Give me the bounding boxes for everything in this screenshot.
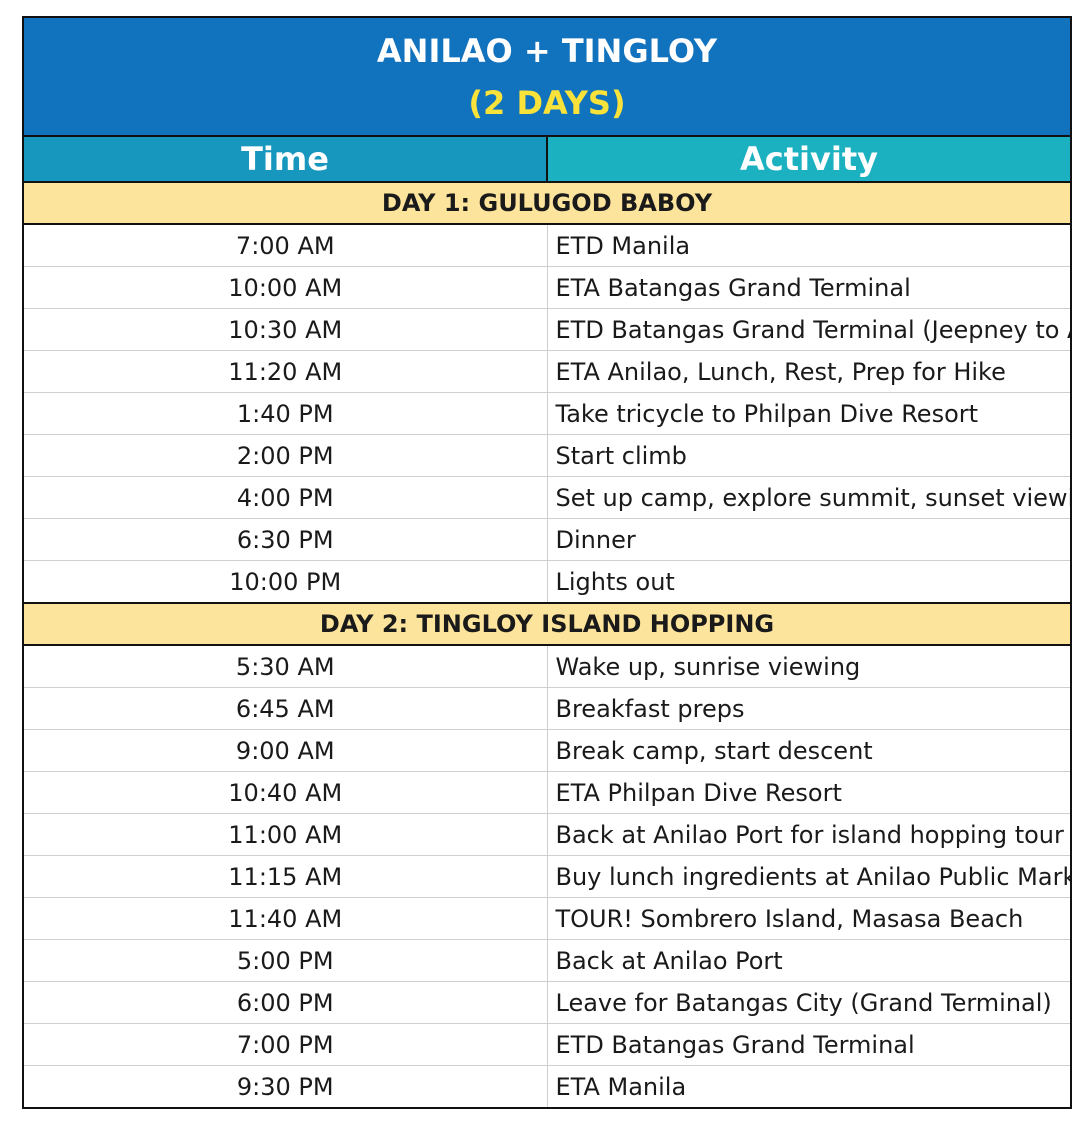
day-label: DAY 1: GULUGOD BABOY [22, 181, 1072, 225]
table-row: 11:20 AM ETA Anilao, Lunch, Rest, Prep fo… [22, 350, 1072, 393]
table-row: 4:00 PM Set up camp, explore summit, suns… [22, 476, 1072, 519]
time-cell: 11:00 AM [22, 813, 548, 856]
table-title: ANILAO + TINGLOY (2 DAYS) [22, 16, 1072, 137]
title: ANILAO + TINGLOY [376, 31, 718, 70]
time-cell: 4:00 PM [22, 476, 548, 519]
table-row: 11:00 AM Back at Anilao Port for island h… [22, 813, 1072, 856]
activity-cell: ETA Anilao, Lunch, Rest, Prep for Hike [546, 350, 1072, 393]
activity-cell: Dinner [546, 518, 1072, 561]
time-cell: 6:30 PM [22, 518, 548, 561]
time-cell: 10:00 AM [22, 266, 548, 309]
activity-cell: Leave for Batangas City (Grand Terminal) [546, 981, 1072, 1024]
activity-cell: Lights out [546, 560, 1072, 604]
table-row: 10:30 AM ETD Batangas Grand Terminal (Jee… [22, 308, 1072, 351]
activity-cell: ETA Philpan Dive Resort [546, 771, 1072, 814]
table-row: 6:30 PM Dinner [22, 518, 1072, 561]
time-cell: 9:30 PM [22, 1065, 548, 1109]
table-row: 6:45 AM Breakfast preps [22, 687, 1072, 730]
activity-cell: TOUR! Sombrero Island, Masasa Beach [546, 897, 1072, 940]
table-row: 11:40 AM TOUR! Sombrero Island, Masasa Be… [22, 897, 1072, 940]
itinerary-table: ANILAO + TINGLOY (2 DAYS) Time Activity … [22, 16, 1072, 1109]
time-cell: 11:20 AM [22, 350, 548, 393]
table-row: 11:15 AM Buy lunch ingredients at Anilao … [22, 855, 1072, 898]
time-cell: 5:30 AM [22, 644, 548, 688]
table-row: 9:30 PM ETA Manila [22, 1065, 1072, 1109]
activity-cell: Back at Anilao Port [546, 939, 1072, 982]
subtitle: (2 DAYS) [468, 83, 626, 122]
activity-cell: ETD Batangas Grand Terminal [546, 1023, 1072, 1066]
time-cell: 11:40 AM [22, 897, 548, 940]
table-row: 2:00 PM Start climb [22, 434, 1072, 477]
header-row: Time Activity [22, 135, 1072, 183]
time-cell: 7:00 AM [22, 223, 548, 267]
table-row: 7:00 AM ETD Manila [22, 223, 1072, 267]
table-row: 5:00 PM Back at Anilao Port [22, 939, 1072, 982]
table-row: 10:00 AM ETA Batangas Grand Terminal [22, 266, 1072, 309]
activity-cell: Set up camp, explore summit, sunset view… [546, 476, 1072, 519]
activity-header: Activity [546, 135, 1072, 183]
activity-cell: Wake up, sunrise viewing [546, 644, 1072, 688]
table-row: 10:00 PM Lights out [22, 560, 1072, 604]
table-row: 7:00 PM ETD Batangas Grand Terminal [22, 1023, 1072, 1066]
activity-cell: ETA Batangas Grand Terminal [546, 266, 1072, 309]
table-row: 9:00 AM Break camp, start descent [22, 729, 1072, 772]
activity-cell: ETD Manila [546, 223, 1072, 267]
time-cell: 10:00 PM [22, 560, 548, 604]
activity-cell: Start climb [546, 434, 1072, 477]
time-cell: 5:00 PM [22, 939, 548, 982]
table-row: 6:00 PM Leave for Batangas City (Grand Te… [22, 981, 1072, 1024]
day-row: DAY 2: TINGLOY ISLAND HOPPING [22, 602, 1072, 646]
table-row: 1:40 PM Take tricycle to Philpan Dive Res… [22, 392, 1072, 435]
title-row: ANILAO + TINGLOY (2 DAYS) [22, 16, 1072, 137]
time-cell: 7:00 PM [22, 1023, 548, 1066]
time-cell: 2:00 PM [22, 434, 548, 477]
time-cell: 6:45 AM [22, 687, 548, 730]
time-cell: 10:40 AM [22, 771, 548, 814]
time-cell: 1:40 PM [22, 392, 548, 435]
time-cell: 9:00 AM [22, 729, 548, 772]
time-cell: 11:15 AM [22, 855, 548, 898]
table-row: 10:40 AM ETA Philpan Dive Resort [22, 771, 1072, 814]
activity-cell: ETA Manila [546, 1065, 1072, 1109]
time-cell: 6:00 PM [22, 981, 548, 1024]
table-row: 5:30 AM Wake up, sunrise viewing [22, 644, 1072, 688]
activity-cell: Breakfast preps [546, 687, 1072, 730]
activity-cell: Buy lunch ingredients at Anilao Public M… [546, 855, 1072, 898]
activity-cell: ETD Batangas Grand Terminal (Jeepney to … [546, 308, 1072, 351]
time-header: Time [22, 135, 548, 183]
activity-cell: Take tricycle to Philpan Dive Resort [546, 392, 1072, 435]
time-cell: 10:30 AM [22, 308, 548, 351]
day-row: DAY 1: GULUGOD BABOY [22, 181, 1072, 225]
activity-cell: Break camp, start descent [546, 729, 1072, 772]
activity-cell: Back at Anilao Port for island hopping t… [546, 813, 1072, 856]
day-label: DAY 2: TINGLOY ISLAND HOPPING [22, 602, 1072, 646]
